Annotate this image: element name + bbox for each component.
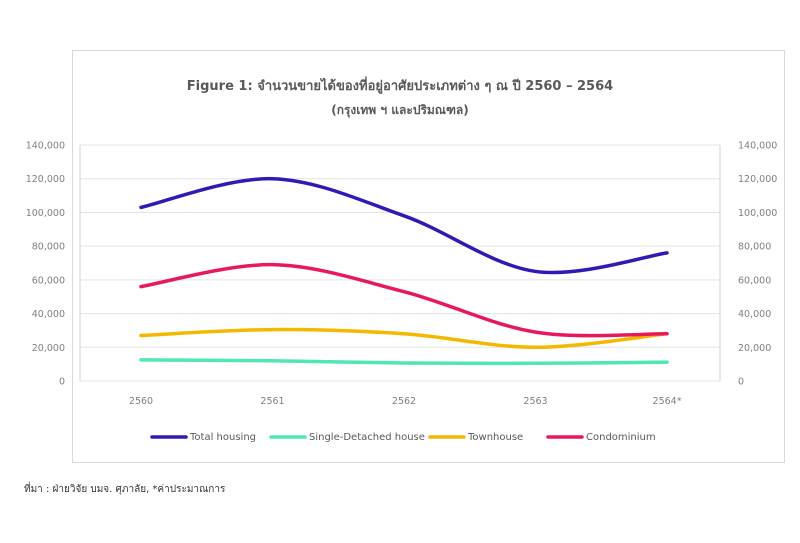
x-tick-label: 2560: [129, 396, 153, 407]
y2-tick-label: 100,000: [738, 208, 777, 219]
y2-tick-label: 60,000: [738, 275, 771, 286]
y-tick-label: 100,000: [26, 208, 65, 219]
legend-label-total-housing: Total housing: [189, 432, 256, 443]
y-tick-label: 0: [59, 377, 65, 388]
y2-tick-label: 20,000: [738, 343, 771, 354]
series-line-total-housing: [139, 176, 669, 275]
x-tick-label: 2562: [392, 396, 416, 407]
chart-subtitle: (กรุงเทพ ฯ และปริมณฑล): [331, 103, 469, 117]
chart-frame: [72, 50, 785, 463]
y2-tick-label: 40,000: [738, 309, 771, 320]
y2-tick-label: 0: [738, 377, 744, 388]
y-tick-label: 80,000: [32, 242, 65, 253]
legend: Total housing Single-Detached house Townho…: [150, 432, 656, 443]
series-line-single-detached-house: [139, 358, 669, 366]
legend-label-single-detached-house: Single-Detached house: [309, 432, 425, 443]
series-lines: [139, 176, 669, 366]
y-tick-label: 20,000: [32, 343, 65, 354]
series-line-condominium: [139, 262, 669, 338]
x-tick-label: 2564*: [653, 396, 682, 407]
y-tick-label: 60,000: [32, 275, 65, 286]
series-line-townhouse: [139, 327, 669, 350]
y-tick-label: 40,000: [32, 309, 65, 320]
y-tick-label: 140,000: [26, 141, 65, 152]
legend-label-townhouse: Townhouse: [467, 432, 523, 443]
x-tick-label: 2563: [523, 396, 547, 407]
gridlines: [80, 144, 720, 382]
y2-tick-label: 80,000: [738, 242, 771, 253]
y-tick-label: 120,000: [26, 174, 65, 185]
source-note: ที่มา : ฝ่ายวิจัย บมจ. ศุภาลัย, *ค่าประม…: [24, 484, 226, 495]
x-tick-label: 2561: [260, 396, 284, 407]
y2-tick-label: 120,000: [738, 174, 777, 185]
y2-tick-label: 140,000: [738, 141, 777, 152]
legend-label-condominium: Condominium: [586, 432, 656, 443]
chart-title: Figure 1: จำนวนขายได้ของที่อยู่อาศัยประเ…: [186, 79, 614, 94]
axes: 0 0 20,000 20,000 40,000 40,000 60,000 60,000 80…: [26, 141, 778, 408]
